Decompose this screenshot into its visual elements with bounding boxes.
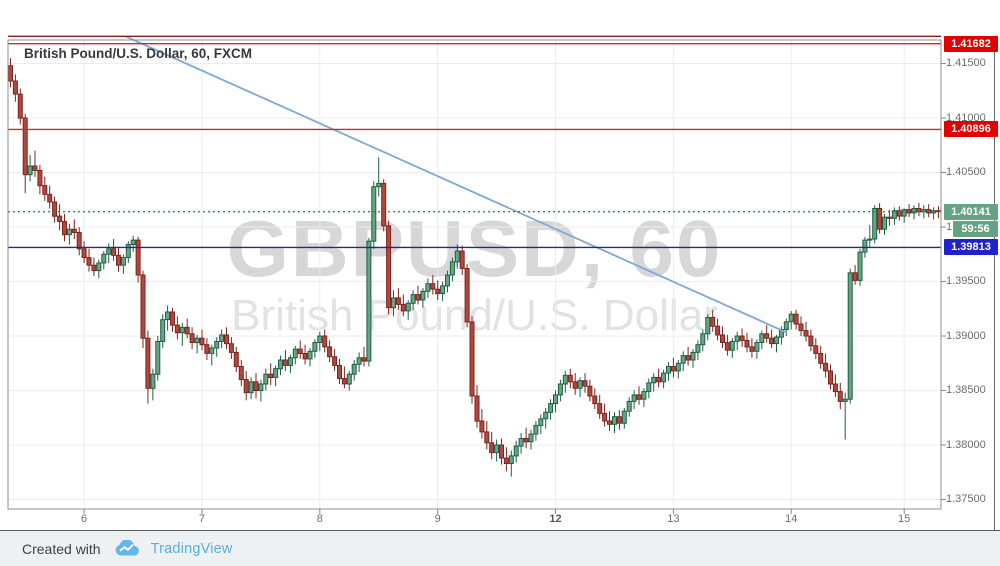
price-axis-label: 1.41000 (946, 111, 986, 124)
time-axis-label: 9 (434, 513, 441, 525)
price-axis-label: 1.41500 (946, 57, 986, 70)
chart-area[interactable]: GBPUSD, 60 British Pound/U.S. Dollar Bri… (0, 0, 1000, 530)
bar-countdown-badge: 59:56 (953, 220, 998, 237)
time-axis-label: 7 (198, 513, 206, 525)
price-axis-label: 1.38000 (946, 438, 986, 451)
symbol-title: British Pound/U.S. Dollar, 60, FXCM (24, 46, 253, 61)
price-axis-label: 1.37500 (946, 493, 986, 506)
tradingview-brand-link[interactable]: TradingView (150, 540, 233, 557)
tradingview-logo-icon[interactable] (113, 539, 142, 558)
price-axis-label: 1.39000 (946, 329, 986, 342)
price-level-badge: 1.39813 (944, 239, 998, 256)
current-price-badge: 1.40141 (944, 203, 998, 220)
time-axis-label: 6 (81, 513, 88, 525)
time-axis-label: 12 (549, 513, 562, 525)
attribution-bar: Created with TradingView (0, 530, 1000, 566)
price-axis-label: 1.38500 (946, 384, 986, 397)
price-axis-label: 1.40500 (946, 166, 986, 179)
price-axis-label: 1.39500 (946, 275, 986, 288)
time-axis-label: 13 (667, 513, 680, 525)
time-axis-label: 8 (316, 513, 323, 525)
price-level-badge: 1.41682 (944, 35, 998, 52)
price-level-badge: 1.40896 (944, 121, 998, 138)
price-chart[interactable] (0, 0, 1000, 530)
created-with-label: Created with (22, 540, 101, 557)
time-axis-label: 14 (785, 513, 798, 525)
time-axis-label: 15 (898, 513, 911, 525)
